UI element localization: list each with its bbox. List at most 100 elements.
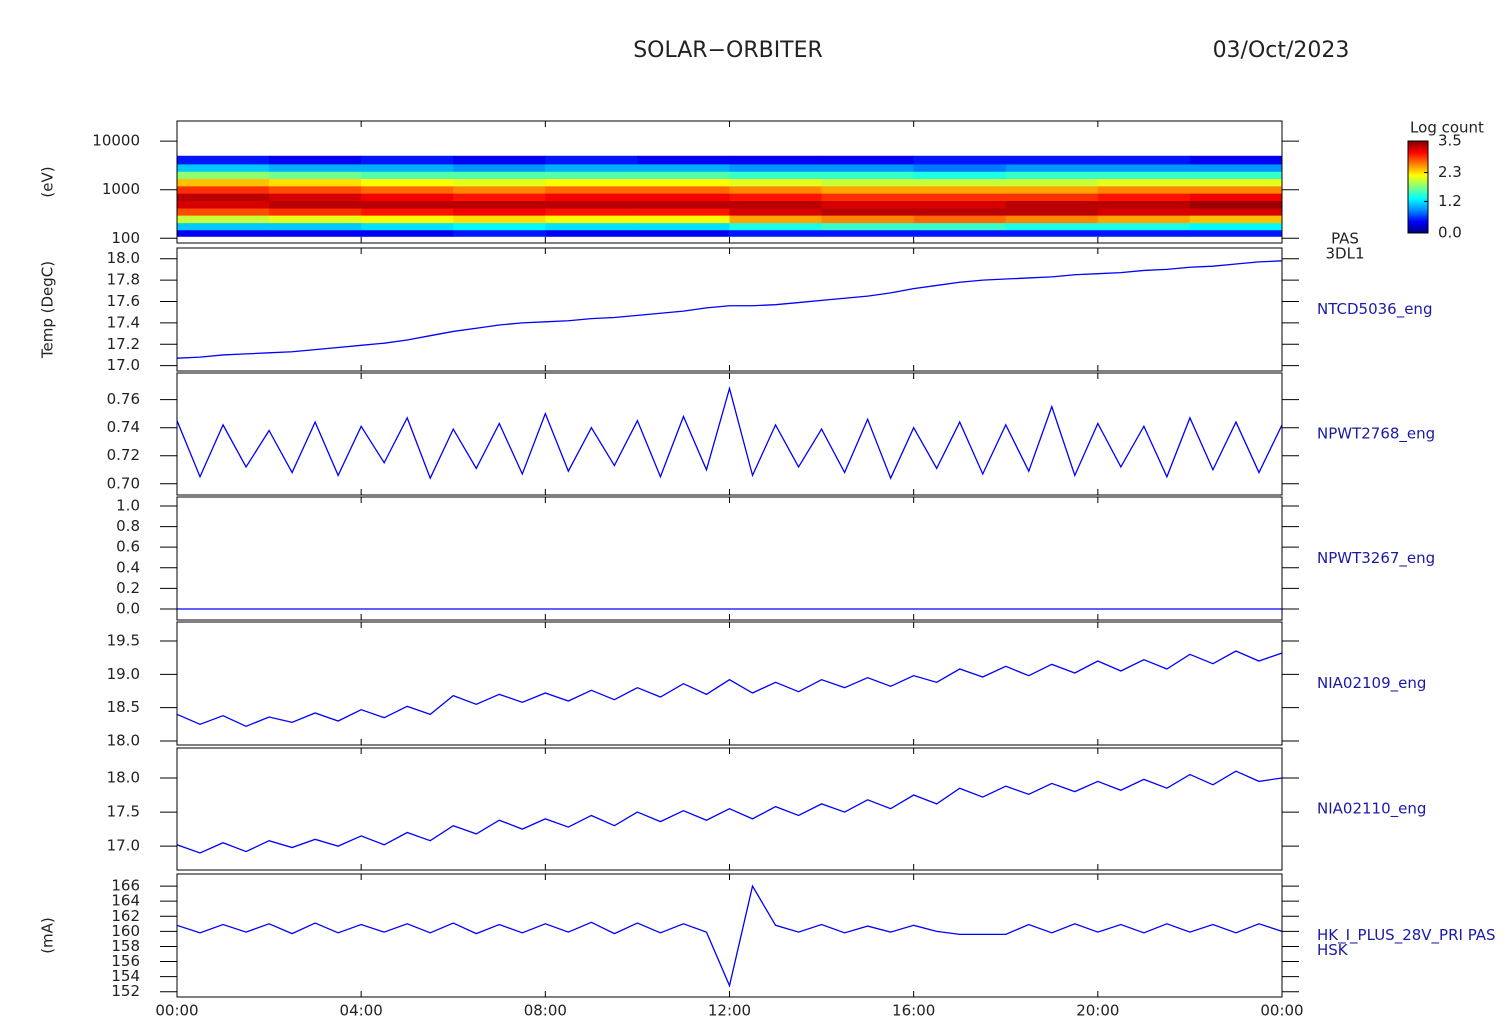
heatmap-cell xyxy=(1097,155,1191,165)
y-tick-label: 17.6 xyxy=(107,292,140,310)
heatmap-cell xyxy=(913,222,1007,231)
heatmap-cell xyxy=(821,163,915,172)
heatmap-cell xyxy=(1005,193,1099,201)
y-tick-label: 17.5 xyxy=(107,803,140,821)
heatmap-cell xyxy=(1097,178,1191,187)
heatmap-cell xyxy=(269,171,362,180)
y-tick-label: 0.74 xyxy=(107,418,140,436)
heatmap-cell xyxy=(545,215,638,224)
y-tick-label: 0.2 xyxy=(116,579,140,597)
heatmap-cell xyxy=(545,178,638,187)
heatmap-cell xyxy=(545,193,638,201)
heatmap-cell xyxy=(361,208,454,216)
heatmap-cell xyxy=(1097,208,1191,216)
y-tick-label: 160 xyxy=(111,922,140,940)
x-tick-label: 16:00 xyxy=(892,1002,935,1020)
heatmap-cell xyxy=(913,193,1007,201)
y-tick-label: 18.0 xyxy=(107,732,140,750)
heatmap-cell xyxy=(361,163,454,172)
heatmap-cell xyxy=(821,200,915,209)
heatmap-cell xyxy=(361,215,454,224)
heatmap-cell xyxy=(913,200,1007,209)
heatmap-cell xyxy=(913,208,1007,216)
y-tick-label: 19.5 xyxy=(107,632,140,650)
heatmap-cell xyxy=(1189,163,1282,172)
y-tick-label: 0.8 xyxy=(116,517,140,535)
heatmap-cell xyxy=(913,163,1007,172)
panel-label: PAS xyxy=(1331,230,1359,248)
heatmap-cell xyxy=(729,178,823,187)
heatmap-cell xyxy=(821,208,915,216)
heatmap-cell xyxy=(1005,155,1099,165)
heatmap-cell xyxy=(453,193,546,201)
heatmap-cell xyxy=(177,163,270,172)
y-tick-label: 18.0 xyxy=(107,249,140,267)
panel-label: HK_I_PLUS_28V_PRI PAS xyxy=(1317,926,1496,945)
heatmap-cell xyxy=(1189,178,1282,187)
heatmap-cell xyxy=(637,155,730,165)
colorbar-tick-label: 0.0 xyxy=(1438,224,1462,242)
heatmap-cell xyxy=(1189,208,1282,216)
heatmap-cell xyxy=(821,185,915,194)
chart-title: SOLAR−ORBITER xyxy=(633,38,823,63)
data-line xyxy=(177,770,1282,854)
heatmap-cell xyxy=(729,215,823,224)
y-tick-label: 0.6 xyxy=(116,538,140,556)
heatmap-cell xyxy=(361,171,454,180)
heatmap-cell xyxy=(637,178,730,187)
y-tick-label: 0.76 xyxy=(107,390,140,408)
y-tick-label: 0.0 xyxy=(116,599,140,617)
x-tick-label: 04:00 xyxy=(340,1002,383,1020)
heatmap-cell xyxy=(545,171,638,180)
heatmap-cell xyxy=(729,208,823,216)
y-tick-label: 17.2 xyxy=(107,335,140,353)
y-tick-label: 10000 xyxy=(92,132,140,150)
x-tick-label: 20:00 xyxy=(1076,1002,1119,1020)
heatmap-cell xyxy=(453,208,546,216)
heatmap-cell xyxy=(729,185,823,194)
y-tick-label: 17.4 xyxy=(107,313,140,331)
heatmap-cell xyxy=(453,185,546,194)
panel-label: NIA02110_eng xyxy=(1317,800,1426,819)
data-line xyxy=(177,260,1282,359)
data-line xyxy=(177,884,1282,988)
panel-label: NIA02109_eng xyxy=(1317,674,1426,693)
panel-plot xyxy=(177,155,1282,237)
heatmap-cell xyxy=(177,193,270,201)
y-tick-label: 1.0 xyxy=(116,496,140,514)
y-tick-label: 1000 xyxy=(102,180,140,198)
panel-label: NPWT2768_eng xyxy=(1317,425,1435,444)
colorbar-tick-label: 3.5 xyxy=(1438,132,1462,150)
colorbar-tick-label: 1.2 xyxy=(1438,192,1462,210)
panel-plot xyxy=(177,884,1282,988)
heatmap-cell xyxy=(1005,163,1099,172)
heatmap-cell xyxy=(177,215,270,224)
heatmap-cell xyxy=(1189,215,1282,224)
colorbar-tick-label: 2.3 xyxy=(1438,163,1462,181)
heatmap-cell xyxy=(729,222,823,231)
heatmap-cell xyxy=(361,155,454,165)
heatmap-cell xyxy=(1005,222,1099,231)
panel-label: 3DL1 xyxy=(1326,245,1365,263)
x-tick-label: 12:00 xyxy=(708,1002,751,1020)
panel-frame xyxy=(176,496,1283,621)
y-tick-label: 100 xyxy=(111,229,140,247)
heatmap-cell xyxy=(637,171,730,180)
heatmap-cell xyxy=(821,178,915,187)
heatmap-cell xyxy=(1189,171,1282,180)
heatmap-cell xyxy=(913,171,1007,180)
heatmap-cell xyxy=(913,178,1007,187)
heatmap-cell xyxy=(269,222,362,231)
heatmap-cell xyxy=(913,185,1007,194)
heatmap-cell xyxy=(729,171,823,180)
y-tick-label: 17.0 xyxy=(107,356,140,374)
heatmap-cell xyxy=(637,208,730,216)
heatmap-cell xyxy=(1097,163,1191,172)
heatmap-cell xyxy=(1005,171,1099,180)
heatmap-cell xyxy=(361,229,454,237)
heatmap-cell xyxy=(1189,229,1282,237)
heatmap-cell xyxy=(729,229,823,237)
colorbar xyxy=(1407,140,1429,234)
x-tick-label: 00:00 xyxy=(1260,1002,1303,1020)
heatmap-cell xyxy=(545,222,638,231)
